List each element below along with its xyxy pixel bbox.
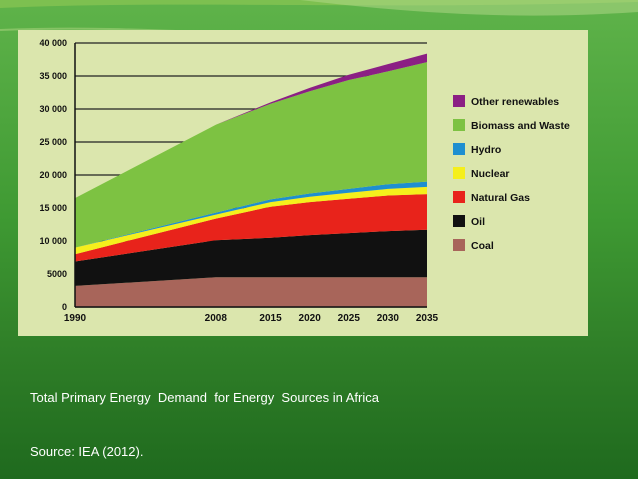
legend-swatch-oil	[453, 215, 465, 227]
y-tick-label-8: 40 000	[39, 38, 67, 48]
y-tick-label-4: 20 000	[39, 170, 67, 180]
area-nuclear	[75, 186, 427, 255]
legend-label-natural-gas: Natural Gas	[471, 192, 530, 204]
y-tick-label-0: 0	[62, 302, 67, 312]
legend-swatch-nuclear	[453, 167, 465, 179]
legend-swatch-biomass-and-waste	[453, 119, 465, 131]
legend-swatch-coal	[453, 239, 465, 251]
area-other-renewables	[75, 53, 427, 199]
area-coal	[75, 277, 427, 307]
x-tick-label-1: 2008	[205, 313, 228, 324]
chart-panel: 0 5000 10 000 15 000 20 000 25 000 30 000 35 00…	[18, 30, 588, 336]
x-tick-label-0: 1990	[64, 313, 87, 324]
caption-title: Total Primary Energy Demand for Energy S…	[30, 390, 379, 405]
x-tick-label-5: 2030	[377, 313, 400, 324]
legend-label-oil: Oil	[471, 216, 485, 228]
x-tick-label-4: 2025	[338, 313, 361, 324]
caption-source: Source: IEA (2012).	[30, 444, 144, 459]
legend-swatch-other-renewables	[453, 95, 465, 107]
energy-demand-chart: 0 5000 10 000 15 000 20 000 25 000 30 000 35 00…	[39, 38, 570, 324]
area-natural-gas	[75, 194, 427, 262]
area-hydro	[75, 181, 427, 248]
y-tick-label-2: 10 000	[39, 236, 67, 246]
x-tick-label-6: 2035	[416, 313, 439, 324]
legend-label-coal: Coal	[471, 240, 494, 252]
legend-label-hydro: Hydro	[471, 144, 501, 156]
legend-swatch-hydro	[453, 143, 465, 155]
y-tick-label-3: 15 000	[39, 203, 67, 213]
y-tick-label-7: 35 000	[39, 71, 67, 81]
x-tick-label-3: 2020	[299, 313, 322, 324]
legend-label-biomass-and-waste: Biomass and Waste	[471, 120, 570, 132]
legend-label-nuclear: Nuclear	[471, 168, 510, 180]
legend-label-other-renewables: Other renewables	[471, 96, 559, 108]
y-tick-label-1: 5000	[47, 269, 67, 279]
area-biomass-and-waste	[75, 62, 427, 248]
legend-swatch-natural-gas	[453, 191, 465, 203]
x-tick-label-2: 2015	[259, 313, 282, 324]
area-oil	[75, 229, 427, 286]
caption: Total Primary Energy Demand for Energy S…	[30, 353, 379, 479]
y-tick-label-6: 30 000	[39, 104, 67, 114]
y-tick-label-5: 25 000	[39, 137, 67, 147]
